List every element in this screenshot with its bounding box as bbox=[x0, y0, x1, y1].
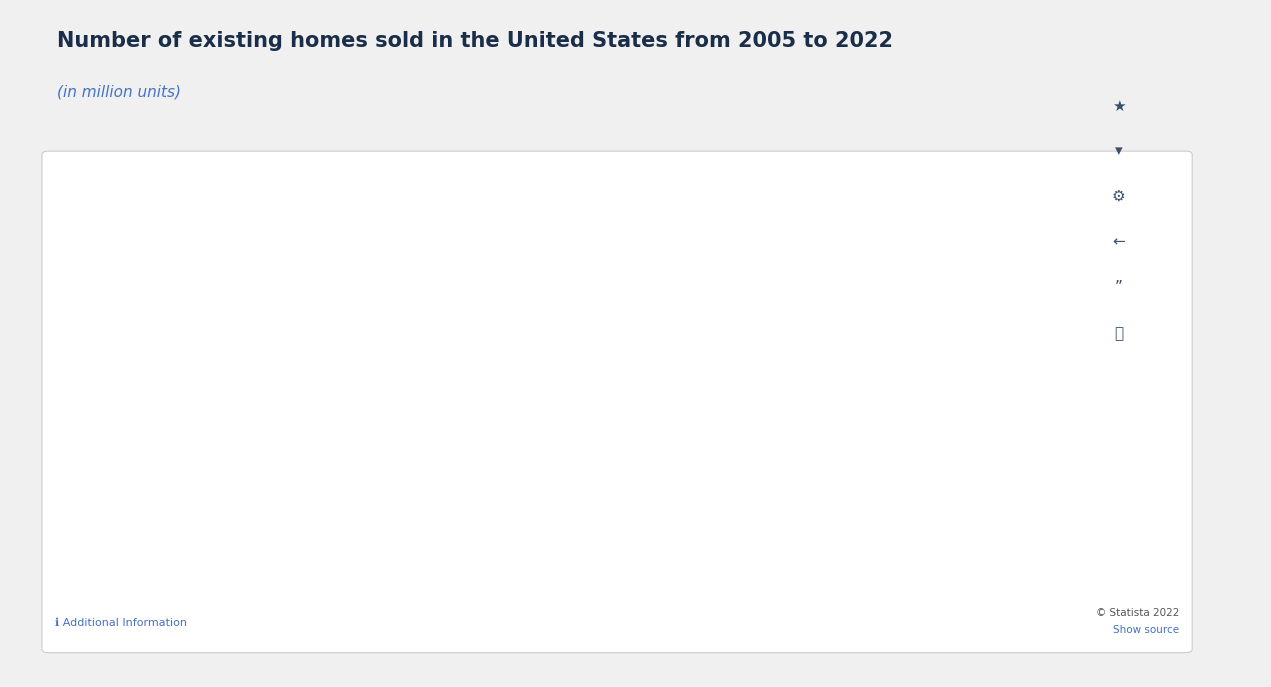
Bar bbox=[395, 172, 447, 577]
Bar bbox=[712, 172, 765, 577]
Text: (in million units): (in million units) bbox=[57, 85, 182, 100]
Bar bbox=[562, 343, 597, 577]
Text: ⎙: ⎙ bbox=[1113, 326, 1124, 341]
Bar bbox=[553, 172, 606, 577]
Bar bbox=[721, 326, 756, 577]
Text: 4.66: 4.66 bbox=[515, 350, 539, 360]
Text: 5.09: 5.09 bbox=[568, 330, 592, 340]
Bar bbox=[501, 172, 553, 577]
Text: 6.49: 6.49 bbox=[990, 265, 1014, 275]
Text: 5.34: 5.34 bbox=[833, 318, 855, 328]
Text: 4.12: 4.12 bbox=[304, 374, 328, 385]
Text: ”: ” bbox=[1115, 280, 1122, 295]
Bar bbox=[878, 331, 915, 577]
Bar bbox=[765, 172, 817, 577]
Bar bbox=[773, 324, 810, 577]
Text: 6.52: 6.52 bbox=[198, 264, 222, 274]
Bar bbox=[290, 172, 342, 577]
Text: 4.94: 4.94 bbox=[620, 337, 644, 347]
Bar bbox=[871, 172, 923, 577]
Bar bbox=[817, 172, 871, 577]
Bar bbox=[923, 172, 976, 577]
Y-axis label: Number of homes sold in million units: Number of homes sold in million units bbox=[99, 275, 109, 474]
Text: ℹ Additional Information: ℹ Additional Information bbox=[55, 618, 187, 628]
Bar bbox=[1028, 172, 1082, 577]
Bar bbox=[192, 277, 228, 577]
Text: 5.51: 5.51 bbox=[779, 311, 803, 321]
Text: ⚙: ⚙ bbox=[1112, 188, 1125, 203]
Text: © Statista 2022: © Statista 2022 bbox=[1096, 608, 1179, 618]
Text: Number of existing homes sold in the United States from 2005 to 2022: Number of existing homes sold in the Uni… bbox=[57, 31, 894, 51]
Bar bbox=[606, 172, 660, 577]
Text: 5.02: 5.02 bbox=[250, 333, 275, 343]
Bar bbox=[985, 278, 1021, 577]
Text: 5.45: 5.45 bbox=[726, 313, 750, 324]
Text: 4.18: 4.18 bbox=[409, 372, 433, 382]
Text: 5.34: 5.34 bbox=[885, 318, 909, 328]
Bar bbox=[245, 346, 281, 577]
Bar bbox=[1037, 280, 1073, 577]
Bar bbox=[615, 350, 651, 577]
Text: ★: ★ bbox=[1112, 99, 1125, 114]
Bar bbox=[510, 363, 545, 577]
Text: 5.25: 5.25 bbox=[674, 322, 698, 333]
Bar bbox=[667, 335, 703, 577]
Text: 4.26: 4.26 bbox=[463, 368, 487, 378]
Text: 7.08: 7.08 bbox=[145, 238, 169, 248]
Bar bbox=[976, 172, 1028, 577]
Text: Show source: Show source bbox=[1113, 625, 1179, 635]
Bar bbox=[297, 387, 334, 577]
Bar bbox=[456, 381, 492, 577]
Bar bbox=[447, 172, 501, 577]
Bar bbox=[826, 331, 862, 577]
Text: 4.34: 4.34 bbox=[357, 364, 380, 374]
Text: ←: ← bbox=[1112, 234, 1125, 249]
Bar bbox=[342, 172, 395, 577]
Text: 5.64: 5.64 bbox=[938, 304, 962, 315]
Bar bbox=[236, 172, 290, 577]
Bar bbox=[660, 172, 712, 577]
Text: 6.44: 6.44 bbox=[1043, 268, 1068, 278]
Text: ▾: ▾ bbox=[1115, 144, 1122, 159]
Bar bbox=[403, 385, 440, 577]
Bar bbox=[932, 317, 967, 577]
Bar bbox=[140, 251, 175, 577]
Bar bbox=[131, 172, 184, 577]
Bar bbox=[351, 377, 386, 577]
Bar bbox=[184, 172, 236, 577]
